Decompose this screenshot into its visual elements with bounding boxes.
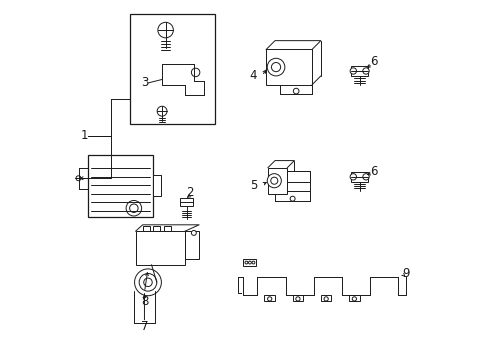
Bar	[349, 294, 360, 301]
Bar	[293, 294, 303, 301]
Circle shape	[296, 297, 300, 301]
Bar	[243, 259, 256, 266]
Circle shape	[352, 297, 357, 301]
Bar	[153, 226, 160, 231]
Circle shape	[271, 177, 278, 184]
Bar	[265, 294, 275, 301]
Bar	[143, 226, 150, 231]
Circle shape	[267, 58, 285, 76]
Bar	[287, 171, 310, 182]
Text: 2: 2	[187, 186, 194, 199]
Text: 1: 1	[81, 129, 88, 143]
Circle shape	[76, 176, 81, 181]
Text: 8: 8	[141, 295, 148, 308]
Bar	[136, 231, 185, 265]
Bar	[287, 171, 310, 190]
Circle shape	[157, 106, 167, 116]
Circle shape	[267, 174, 281, 188]
Bar	[88, 155, 153, 217]
Text: 7: 7	[141, 320, 148, 333]
Bar	[351, 66, 368, 76]
Circle shape	[363, 174, 369, 180]
Circle shape	[144, 278, 152, 287]
Circle shape	[248, 261, 251, 264]
Circle shape	[271, 63, 281, 72]
Text: 3: 3	[141, 76, 148, 90]
Bar	[185, 231, 199, 259]
Text: 6: 6	[370, 55, 377, 68]
Text: 5: 5	[250, 179, 257, 192]
Circle shape	[135, 269, 161, 296]
Circle shape	[324, 297, 328, 301]
Bar	[266, 49, 312, 85]
Bar	[321, 294, 331, 301]
Circle shape	[290, 196, 295, 201]
Bar	[351, 172, 368, 182]
Bar	[180, 198, 193, 207]
Circle shape	[158, 22, 173, 38]
Bar	[268, 168, 287, 194]
Circle shape	[245, 261, 248, 264]
Text: 9: 9	[402, 267, 409, 280]
Circle shape	[192, 68, 200, 77]
Circle shape	[126, 201, 142, 216]
Circle shape	[130, 204, 138, 212]
Text: 6: 6	[370, 165, 377, 178]
Text: 4: 4	[250, 69, 257, 82]
Circle shape	[139, 274, 157, 291]
Circle shape	[192, 230, 196, 235]
Circle shape	[252, 261, 255, 264]
Circle shape	[350, 68, 357, 74]
Circle shape	[294, 88, 299, 94]
Circle shape	[350, 174, 357, 180]
Bar	[130, 14, 215, 123]
Circle shape	[363, 68, 369, 74]
Circle shape	[268, 297, 272, 301]
Bar	[153, 175, 161, 196]
Bar	[164, 226, 171, 231]
